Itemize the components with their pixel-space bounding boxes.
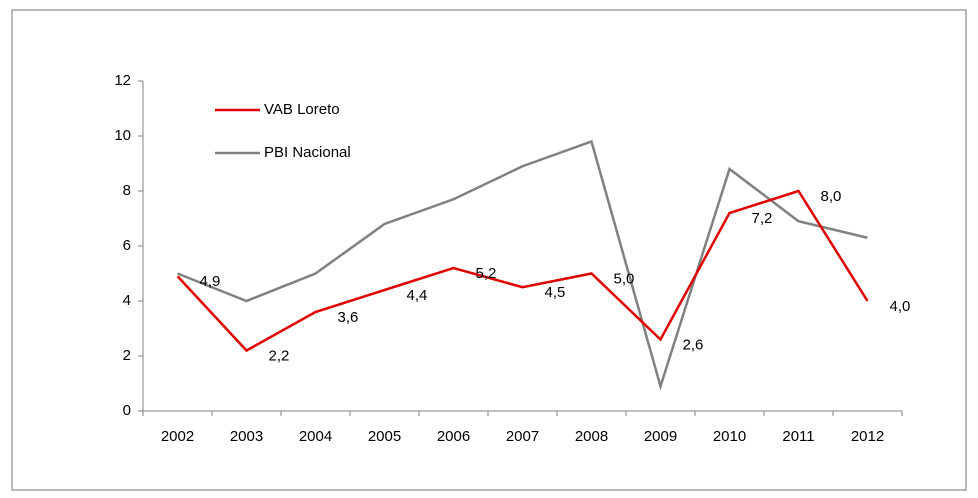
legend-label: PBI Nacional (264, 144, 351, 161)
y-tick-label: 0 (123, 402, 131, 419)
data-label: 5,2 (476, 265, 497, 282)
y-tick-label: 6 (123, 237, 131, 254)
x-tick-label: 2005 (368, 428, 401, 445)
x-tick-label: 2003 (230, 428, 263, 445)
data-label: 2,2 (269, 347, 290, 364)
data-label: 8,0 (821, 188, 842, 205)
y-tick-label: 12 (114, 72, 131, 89)
x-tick-label: 2004 (299, 428, 332, 445)
x-tick-label: 2010 (713, 428, 746, 445)
y-tick-label: 4 (123, 292, 131, 309)
line-series (176, 189, 869, 353)
data-label: 4,0 (890, 298, 911, 315)
y-tick-label: 8 (123, 182, 131, 199)
data-label: 5,0 (614, 270, 635, 287)
x-tick-label: 2007 (506, 428, 539, 445)
line-series (177, 139, 868, 391)
x-tick-label: 2008 (575, 428, 608, 445)
data-label: 4,9 (200, 273, 221, 290)
chart-border (11, 9, 967, 491)
data-label: 4,5 (545, 284, 566, 301)
x-tick-label: 2011 (782, 428, 814, 445)
data-label: 7,2 (752, 210, 773, 227)
data-label: 2,6 (683, 336, 704, 353)
x-tick-label: 2009 (644, 428, 677, 445)
x-tick-label: 2002 (161, 428, 194, 445)
x-tick-label: 2012 (851, 428, 884, 445)
data-label: 3,6 (338, 309, 359, 326)
data-label: 4,4 (407, 287, 428, 304)
y-tick-label: 2 (123, 347, 131, 364)
y-tick-label: 10 (114, 127, 131, 144)
x-tick-label: 2006 (437, 428, 470, 445)
legend-label: VAB Loreto (264, 101, 340, 118)
